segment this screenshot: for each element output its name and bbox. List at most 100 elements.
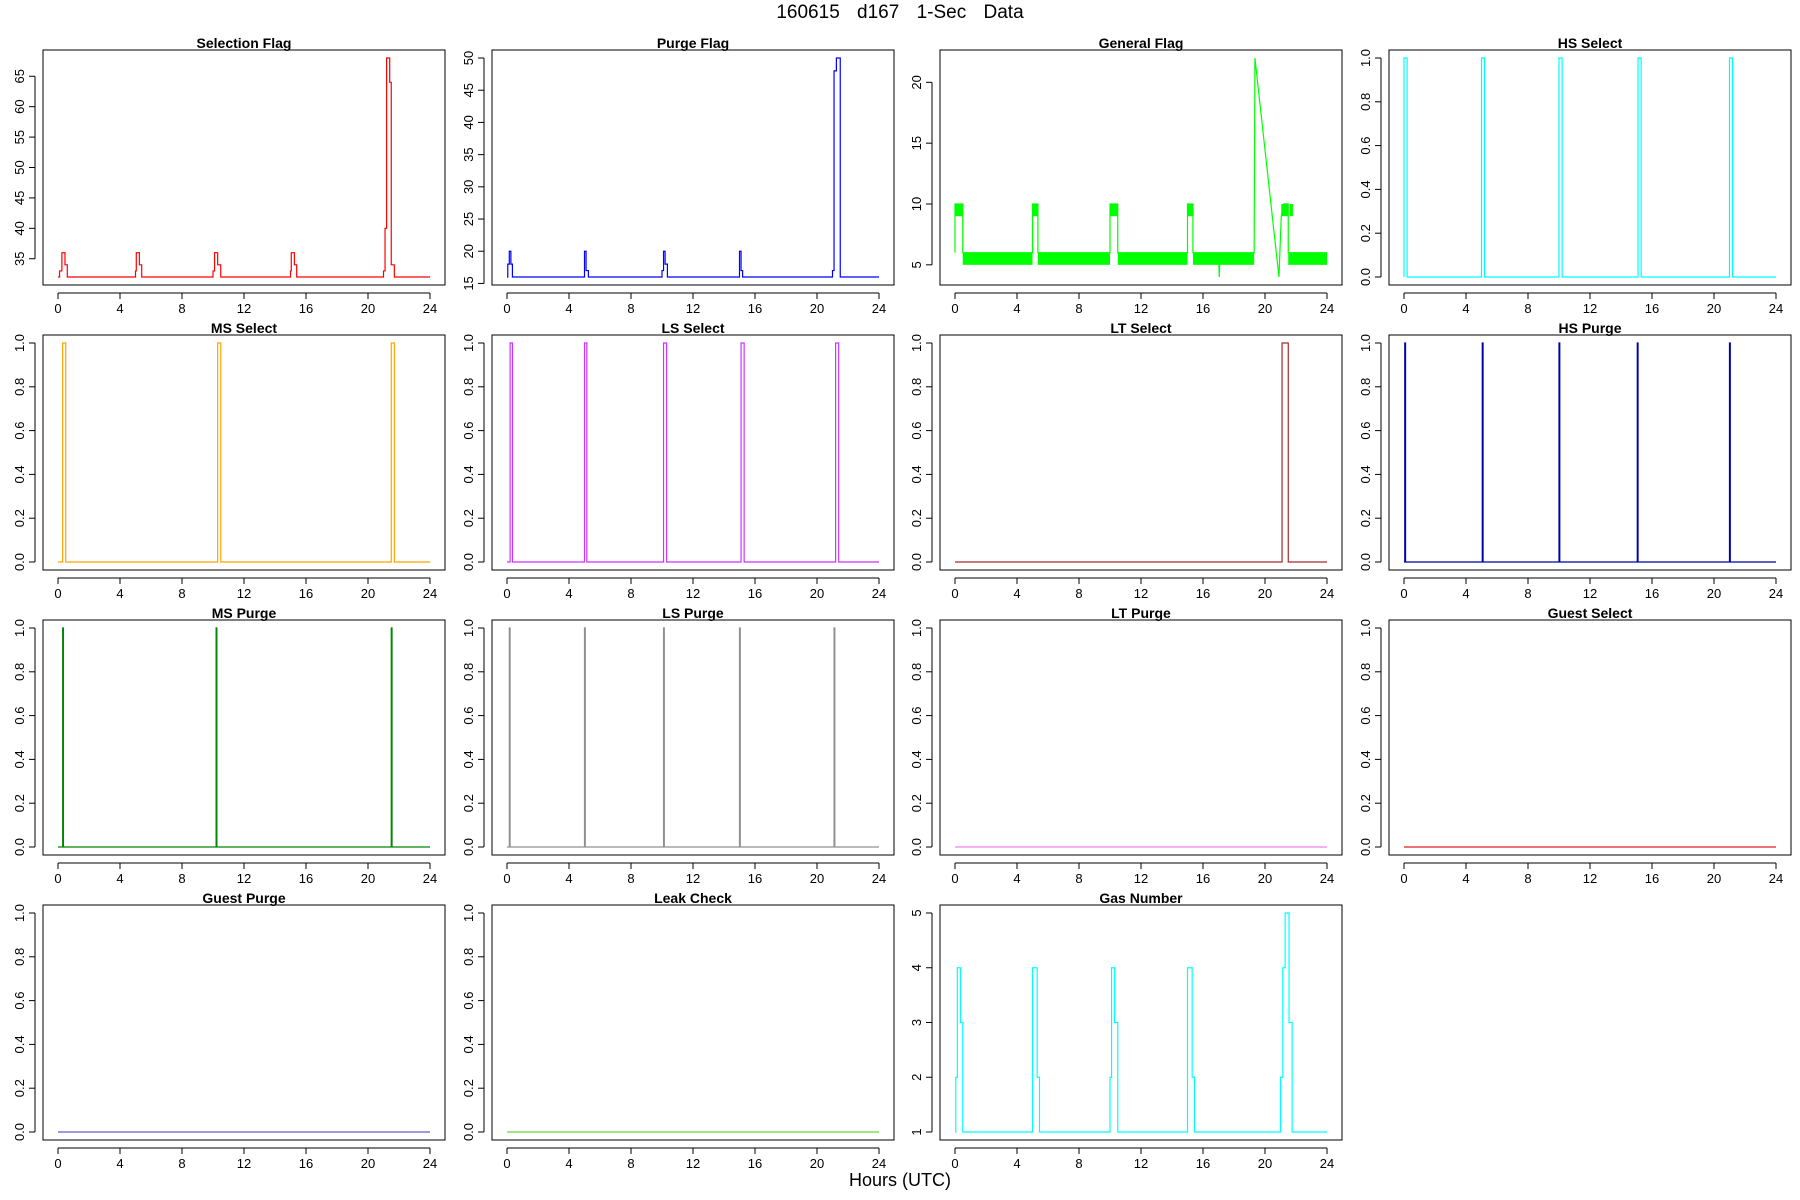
plot-frame (1388, 49, 1792, 286)
x-tick-label: 12 (237, 586, 251, 601)
y-tick-label: 0.4 (12, 1035, 27, 1053)
y-tick-label: 0.8 (461, 663, 476, 681)
data-band (962, 252, 1033, 265)
y-tick-label: 0.6 (909, 422, 924, 440)
y-tick-label: 0.2 (909, 794, 924, 812)
series-group (1403, 57, 1776, 278)
plot-frame (491, 619, 895, 856)
y-tick-label: 2 (909, 1074, 924, 1081)
y-tick-label: 0.8 (1358, 378, 1373, 396)
x-tick-label: 24 (1769, 301, 1783, 316)
panel-title: LT Select (1110, 320, 1172, 336)
y-tick-label: 0.8 (909, 378, 924, 396)
x-tick-label: 24 (423, 586, 437, 601)
y-tick-label: 1.0 (12, 619, 27, 637)
y-tick-label: 3 (909, 1019, 924, 1026)
panel-title: Guest Select (1548, 605, 1633, 621)
data-band (1288, 252, 1327, 265)
x-tick-label: 0 (503, 301, 510, 316)
panel-title: Selection Flag (197, 35, 292, 51)
x-tick-label: 0 (54, 301, 61, 316)
x-tick-label: 12 (1583, 586, 1597, 601)
y-tick-label: 1.0 (1358, 619, 1373, 637)
x-tick-label: 16 (299, 871, 313, 886)
x-tick-label: 20 (810, 586, 824, 601)
y-tick-label: 4 (909, 964, 924, 971)
y-tick-label: 1.0 (461, 904, 476, 922)
y-tick-label: 15 (909, 136, 924, 150)
x-tick-label: 4 (1013, 1156, 1020, 1171)
panel-title: MS Purge (212, 605, 277, 621)
y-tick-label: 0.0 (1358, 838, 1373, 856)
y-tick-label: 0.0 (909, 838, 924, 856)
panel-ms-purge: MS Purge 0 4 8 12 16 20 24 0.0 0.2 0.4 0.6 0.8 1.0 (12, 605, 446, 886)
y-tick-label: 0.0 (1358, 553, 1373, 571)
y-tick-label: 0.6 (1358, 137, 1373, 155)
x-tick-label: 4 (116, 871, 123, 886)
x-tick-label: 20 (1707, 871, 1721, 886)
y-tick-label: 25 (461, 212, 476, 226)
y-tick-label: 0.6 (461, 707, 476, 725)
x-tick-label: 24 (1320, 1156, 1334, 1171)
plot-frame (1388, 334, 1792, 571)
y-tick-label: 0.4 (12, 750, 27, 768)
x-tick-label: 24 (423, 1156, 437, 1171)
x-tick-label: 12 (237, 301, 251, 316)
x-tick-label: 16 (748, 586, 762, 601)
y-tick-label: 0.4 (1358, 750, 1373, 768)
x-tick-label: 0 (503, 586, 510, 601)
x-tick-label: 0 (54, 871, 61, 886)
x-tick-label: 4 (565, 301, 572, 316)
x-tick-label: 4 (565, 1156, 572, 1171)
y-tick-label: 0.6 (12, 422, 27, 440)
y-tick-label: 1.0 (461, 619, 476, 637)
x-tick-label: 8 (1075, 871, 1082, 886)
y-tick-label: 1 (909, 1128, 924, 1135)
panel-hs-select: HS Select 0 4 8 12 16 20 24 0.0 0.2 0.4 0.6 0.8 1.0 (1358, 35, 1792, 316)
x-tick-label: 4 (116, 1156, 123, 1171)
plot-frame (491, 49, 895, 286)
x-tick-label: 0 (1400, 871, 1407, 886)
y-tick-label: 1.0 (909, 619, 924, 637)
x-tick-label: 20 (1707, 301, 1721, 316)
x-tick-label: 0 (503, 871, 510, 886)
y-tick-label: 0.8 (12, 378, 27, 396)
data-band (1032, 204, 1038, 217)
panel-title: Leak Check (654, 890, 732, 906)
plot-frame (42, 49, 446, 286)
y-tick-label: 0.8 (461, 948, 476, 966)
y-tick-label: 1.0 (1358, 49, 1373, 67)
y-tick-label: 0.6 (1358, 707, 1373, 725)
x-tick-label: 16 (748, 871, 762, 886)
plot-frame (939, 49, 1343, 286)
series-group (955, 342, 1327, 563)
y-tick-label: 45 (461, 83, 476, 97)
data-series-line (1404, 342, 1776, 563)
series-group (954, 57, 1327, 278)
x-tick-label: 12 (1134, 871, 1148, 886)
data-series-line (507, 342, 879, 563)
x-tick-label: 12 (686, 1156, 700, 1171)
y-tick-label: 50 (12, 160, 27, 174)
panel-leak-check: Leak Check 0 4 8 12 16 20 24 0.0 0.2 0.4 0.6 0.8 1.0 (461, 890, 895, 1171)
y-tick-label: 1.0 (12, 904, 27, 922)
x-tick-label: 16 (748, 1156, 762, 1171)
plot-frame (939, 619, 1343, 856)
series-group (507, 57, 879, 278)
x-tick-label: 20 (810, 1156, 824, 1171)
y-tick-label: 40 (12, 221, 27, 235)
y-tick-label: 0.6 (12, 707, 27, 725)
y-tick-label: 65 (12, 69, 27, 83)
x-tick-label: 4 (1462, 586, 1469, 601)
x-tick-label: 8 (627, 586, 634, 601)
y-tick-label: 0.2 (12, 1079, 27, 1097)
data-series-line (58, 342, 430, 563)
y-tick-label: 0.0 (12, 1123, 27, 1141)
y-tick-label: 0.2 (1358, 509, 1373, 527)
x-tick-label: 16 (1196, 301, 1210, 316)
y-tick-label: 1.0 (12, 334, 27, 352)
x-tick-label: 4 (116, 586, 123, 601)
plot-frame (42, 619, 446, 856)
x-tick-label: 20 (810, 301, 824, 316)
